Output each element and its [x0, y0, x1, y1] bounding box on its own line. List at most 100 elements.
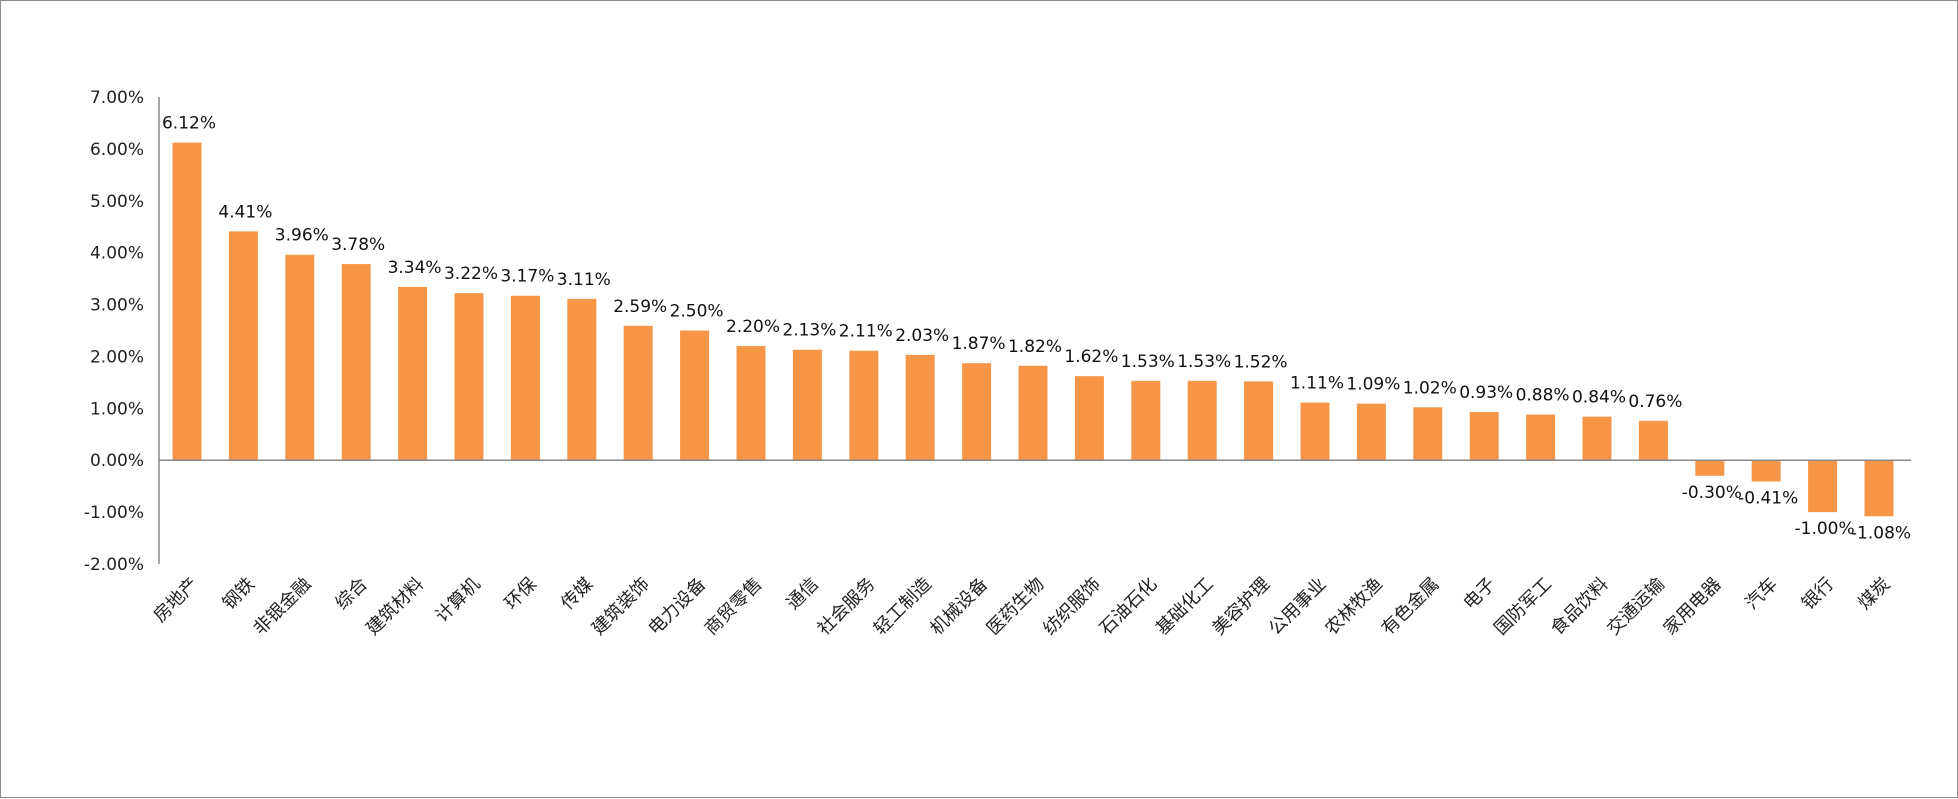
bar: [905, 354, 935, 461]
data-label: 1.09%: [1346, 375, 1400, 395]
bar: [1526, 414, 1556, 461]
data-label: 6.12%: [162, 114, 216, 134]
category-label: 建筑装饰: [588, 574, 654, 640]
y-tick-label: 1.00%: [90, 399, 144, 419]
data-label: 2.13%: [782, 321, 836, 341]
y-tick-label: 3.00%: [90, 296, 144, 316]
category-label: 环保: [501, 574, 541, 614]
data-label: 1.62%: [1064, 347, 1118, 367]
y-tick-label: 7.00%: [90, 88, 144, 108]
category-label: 综合: [331, 574, 371, 614]
data-label: 1.87%: [952, 334, 1006, 354]
data-label: 2.20%: [726, 317, 780, 337]
bar: [680, 330, 710, 461]
data-labels-group: 6.12% 4.41%3.96% 3.78%3.34% 3.22% 3.17% 3.11%…: [162, 114, 1911, 544]
bar: [623, 325, 653, 461]
bar: [1469, 411, 1499, 461]
category-label: 轻工制造: [870, 574, 936, 640]
category-label: 石油石化: [1096, 574, 1162, 640]
bar: [849, 350, 879, 461]
category-label: 农林牧渔: [1321, 574, 1387, 640]
category-label: 美容护理: [1208, 574, 1274, 640]
bar: [1808, 460, 1838, 513]
data-label: 1.53%: [1177, 352, 1231, 372]
bar: [1018, 365, 1048, 461]
category-label: 国防军工: [1490, 574, 1556, 640]
category-label: 建筑材料: [362, 574, 428, 640]
data-label: 4.41%: [218, 202, 272, 222]
category-label: 非银金融: [250, 574, 316, 640]
bar: [1131, 380, 1161, 461]
category-label: 通信: [783, 574, 823, 614]
data-label: 1.02%: [1403, 378, 1457, 398]
bar: [228, 231, 258, 461]
bar: [1864, 460, 1894, 517]
y-tick-label: 2.00%: [90, 347, 144, 367]
bar: [1356, 403, 1386, 461]
bar: [736, 346, 766, 461]
data-label: 3.96%: [275, 226, 329, 246]
data-label: 3.34%: [388, 258, 442, 278]
category-label: 电子: [1459, 574, 1499, 614]
bar: [1074, 376, 1104, 461]
bar: [1187, 380, 1217, 461]
category-label: 房地产: [150, 574, 203, 627]
bar: [1695, 460, 1725, 476]
data-label: 1.52%: [1234, 352, 1288, 372]
bars-group: [172, 142, 1894, 517]
category-label: 计算机: [432, 574, 485, 627]
data-label: 0.88%: [1516, 386, 1570, 406]
category-label: 电力设备: [644, 574, 710, 640]
y-tick-label: 5.00%: [90, 192, 144, 212]
category-label: 家用电器: [1660, 574, 1726, 640]
bar: [1244, 381, 1274, 461]
bar: [962, 363, 992, 461]
bar: [398, 286, 428, 461]
data-label: -0.30%: [1682, 483, 1742, 503]
category-label: 纺织服饰: [1039, 574, 1105, 640]
y-axis-tick-labels: 7.00% 6.00% 5.00% 4.00% 3.00% 2.00% 1.00% 0.00%…: [84, 88, 144, 575]
bar: [285, 254, 315, 461]
bar: [510, 295, 540, 461]
data-label: 3.11%: [557, 270, 611, 290]
data-label: -1.00%: [1795, 519, 1855, 539]
bar: [1638, 420, 1668, 461]
bar: [1751, 460, 1781, 482]
y-tick-label: 6.00%: [90, 140, 144, 160]
data-label: 0.93%: [1459, 383, 1513, 403]
category-label: 煤炭: [1854, 574, 1894, 614]
y-tick-label: 0.00%: [90, 451, 144, 471]
bar: [1582, 416, 1612, 461]
data-label: 3.17%: [500, 267, 554, 287]
category-label: 有色金属: [1378, 574, 1444, 640]
data-label: 2.11%: [839, 322, 893, 342]
data-label: 1.11%: [1290, 374, 1344, 394]
bar: [341, 264, 371, 461]
data-label: 2.03%: [895, 326, 949, 346]
category-label: 医药生物: [983, 574, 1049, 640]
category-label: 基础化工: [1152, 574, 1218, 640]
y-tick-label: 4.00%: [90, 244, 144, 264]
bar: [1413, 407, 1443, 461]
data-label: 2.50%: [670, 302, 724, 322]
data-label: 3.78%: [331, 235, 385, 255]
bar: [172, 142, 202, 461]
data-label: 1.82%: [1008, 337, 1062, 357]
bar: [567, 298, 597, 461]
data-label: 2.59%: [613, 297, 667, 317]
y-tick-label: -2.00%: [84, 555, 144, 575]
bar: [1300, 402, 1330, 461]
y-tick-label: -1.00%: [84, 503, 144, 523]
category-label: 汽车: [1741, 574, 1781, 614]
data-label: 0.84%: [1572, 388, 1626, 408]
category-label: 商贸零售: [701, 574, 767, 640]
category-label: 公用事业: [1265, 574, 1331, 640]
bar: [792, 349, 822, 461]
category-label: 食品饮料: [1547, 574, 1613, 640]
category-label: 交通运输: [1603, 574, 1669, 640]
data-label: 1.53%: [1121, 352, 1175, 372]
category-label: 机械设备: [926, 574, 992, 640]
